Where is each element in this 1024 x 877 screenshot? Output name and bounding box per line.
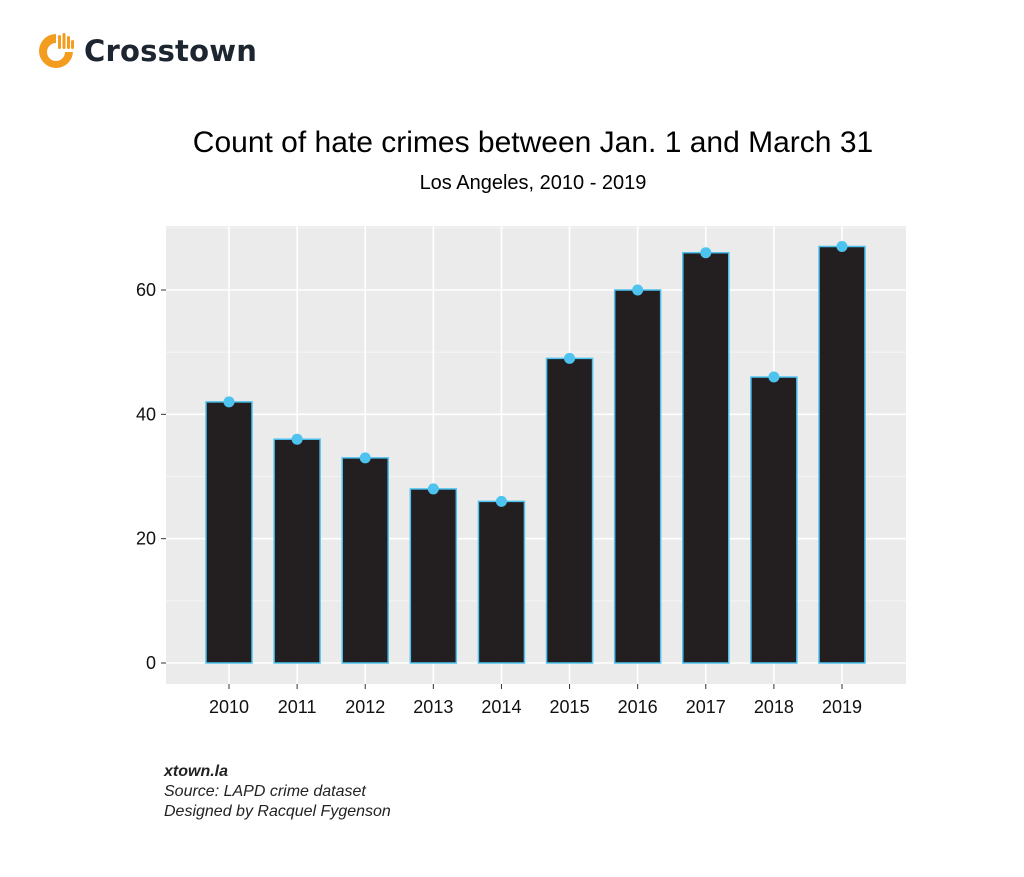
x-tick-label: 2012 — [345, 697, 385, 717]
x-tick-label: 2018 — [754, 697, 794, 717]
crosstown-logo-icon — [39, 33, 74, 68]
x-tick-label: 2013 — [413, 697, 453, 717]
bar-2019 — [818, 245, 866, 664]
bar-2010 — [205, 401, 253, 664]
bar-2015 — [545, 357, 594, 664]
y-tick-label: 20 — [136, 529, 156, 549]
bar-2017 — [682, 251, 730, 664]
bar-2011 — [273, 438, 321, 664]
point-2016 — [632, 284, 644, 296]
x-tick-label: 2010 — [209, 697, 249, 717]
point-2019 — [836, 240, 848, 252]
bar-2013 — [409, 488, 458, 664]
x-tick-label: 2019 — [822, 697, 862, 717]
y-tick-label: 40 — [136, 404, 156, 424]
point-2017 — [700, 247, 712, 259]
chart-title: Count of hate crimes between Jan. 1 and … — [192, 126, 874, 159]
point-2014 — [495, 495, 507, 507]
brand-name: Crosstown — [84, 34, 258, 68]
bar-2018 — [750, 376, 798, 664]
point-2013 — [427, 483, 439, 495]
footer-source: Source: LAPD crime dataset — [164, 783, 366, 800]
chart-subtitle: Los Angeles, 2010 - 2019 — [419, 172, 647, 194]
x-tick-label: 2017 — [686, 697, 726, 717]
x-tick-label: 2015 — [550, 697, 590, 717]
bar-2016 — [613, 289, 662, 664]
chart-footer: xtown.la Source: LAPD crime dataset Desi… — [164, 762, 391, 822]
point-2011 — [291, 433, 303, 445]
x-tick-label: 2014 — [481, 697, 521, 717]
x-tick-label: 2011 — [278, 697, 317, 717]
y-tick-label: 0 — [146, 653, 156, 673]
point-2012 — [359, 452, 371, 464]
bar-2012 — [341, 457, 389, 664]
point-2010 — [223, 396, 235, 408]
brand-logo: Crosstown — [36, 30, 257, 72]
footer-credit: Designed by Racquel Fygenson — [164, 803, 391, 820]
x-tick-label: 2016 — [618, 697, 658, 717]
y-tick-label: 60 — [136, 280, 156, 300]
point-2015 — [564, 352, 576, 364]
footer-site: xtown.la — [164, 763, 229, 780]
point-2018 — [768, 371, 780, 383]
bar-2014 — [477, 500, 526, 664]
